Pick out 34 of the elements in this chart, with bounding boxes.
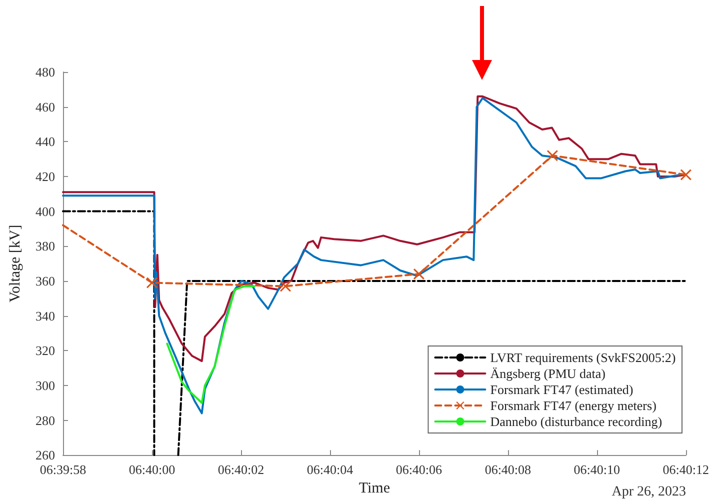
line-series (166, 285, 256, 404)
y-tick-label: 340 (36, 308, 55, 324)
y-tick-label: 360 (36, 273, 55, 288)
y-tick-label: 320 (36, 343, 55, 358)
y-tick-label: 380 (36, 238, 55, 254)
y-tick-label: 260 (36, 448, 55, 463)
legend-label: LVRT requirements (SvkFS2005:2) (490, 350, 676, 365)
x-tick-label: 06:40:10 (574, 462, 620, 478)
point (680, 169, 692, 180)
point (546, 150, 558, 162)
x-tick-label: 06:40:06 (396, 462, 443, 478)
legend-label: Forsmark FT47 (energy meters) (490, 398, 656, 413)
y-axis-title: Voltage [kV] (8, 224, 24, 302)
y-tick-label: 440 (36, 134, 55, 150)
x-tick-label: 06:40:02 (218, 462, 264, 478)
y-tick-label: 300 (36, 378, 55, 393)
y-tick-label: 480 (36, 64, 55, 80)
y-tick-label: 400 (36, 204, 55, 219)
x-tick-label: 06:40:08 (484, 462, 532, 478)
point (413, 268, 424, 280)
y-tick-label: 420 (36, 168, 55, 184)
x-tick-label: 06:40:00 (128, 462, 176, 478)
x-tick-label: 06:40:12 (662, 462, 710, 478)
x-tick-label: 06:39:58 (40, 462, 86, 478)
y-tick-label: 460 (36, 99, 55, 114)
legend-label: Dannebo (disturbance recording) (490, 414, 662, 429)
point (146, 277, 158, 288)
y-tick-label: 280 (36, 412, 55, 428)
point (280, 280, 291, 292)
text: Apr 26, 2023 (612, 484, 686, 500)
legend-label: Forsmark FT47 (estimated) (490, 382, 634, 397)
legend-label: Ängsberg (PMU data) (490, 366, 606, 381)
x-axis-title: Time (358, 480, 390, 496)
x-tick-label: 06:40:04 (306, 462, 354, 478)
